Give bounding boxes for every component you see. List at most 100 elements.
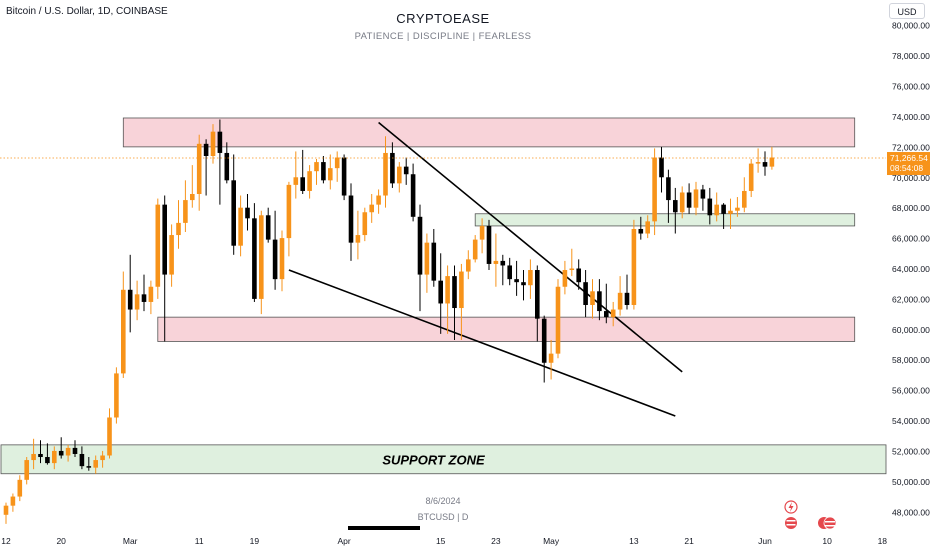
countdown-label: 08:54:08 [890,163,923,173]
candle [742,190,747,208]
y-tick-label: 74,000.00 [892,112,930,122]
last-price-label: 71,266.54 [890,153,928,163]
candle [604,311,609,318]
candle [321,162,326,181]
support-zone-2 [474,213,856,227]
us-flag-stripe-icon [825,521,835,523]
candle [24,460,29,480]
scroll-handle[interactable] [348,526,420,530]
y-tick-label: 68,000.00 [892,203,930,213]
us-flag-stripe-icon [786,520,796,522]
y-tick-label: 70,000.00 [892,173,930,183]
currency-button[interactable]: USD [889,3,925,19]
candle [362,212,368,236]
candle [65,447,71,456]
candle [79,453,85,467]
candle [652,157,657,222]
candle [748,163,754,191]
candle [390,152,395,184]
x-tick-label: 19 [250,536,260,546]
x-tick-label: 18 [878,536,888,546]
candle [383,152,388,196]
candle [300,177,305,191]
candle [141,294,147,302]
candle [100,455,105,461]
y-tick-label: 78,000.00 [892,51,930,61]
us-flag-stripe-icon [786,524,796,526]
x-tick-label: 23 [491,536,501,546]
candle [265,215,271,240]
support-zone-label: SUPPORT ZONE [382,452,485,467]
candle [762,162,768,167]
x-tick-label: 20 [56,536,66,546]
y-tick-label: 60,000.00 [892,325,930,335]
zones-layer: SUPPORT ZONE [0,117,887,475]
x-tick-label: 15 [436,536,446,546]
candle [521,282,526,286]
candle [583,282,588,305]
candle [107,417,112,456]
candle [576,268,581,283]
candle [252,218,257,299]
candle [555,286,561,354]
us-flag-stripe-icon [825,525,835,527]
candle [10,496,16,506]
candle [45,457,50,464]
trendlines-layer [288,121,683,417]
candle [203,143,209,156]
y-tick-label: 62,000.00 [892,294,930,304]
candle [210,131,216,156]
candle [328,168,333,181]
candle [562,270,568,287]
candle [121,289,126,374]
candle [127,289,133,310]
candle [369,204,374,213]
resistance-zone-1 [157,316,856,342]
candles-layer [3,119,775,524]
candle [528,270,533,286]
candle [431,242,437,281]
candle [424,242,430,275]
symbol-label: Bitcoin / U.S. Dollar, 1D, COINBASE [6,6,168,17]
candle [417,216,423,275]
x-tick-label: 12 [1,536,11,546]
candle [707,198,713,216]
candle [155,204,161,287]
candle [459,271,464,309]
y-tick-label: 58,000.00 [892,355,930,365]
candle [58,450,64,456]
x-tick-label: Jun [758,536,772,546]
candle [114,373,119,418]
support-zone-3 [0,444,887,475]
candle [245,207,250,219]
candle [355,235,361,243]
candle [314,162,319,172]
candle [410,174,416,217]
candle [479,225,485,240]
candle [514,279,519,283]
candle [162,204,167,275]
y-tick-label: 52,000.00 [892,446,930,456]
candle [541,318,547,363]
y-tick-label: 56,000.00 [892,386,930,396]
x-tick-label: 13 [629,536,639,546]
y-tick-label: 72,000.00 [892,142,930,152]
candle [272,239,278,280]
candle [134,294,140,310]
candle [666,177,671,201]
candle [293,177,299,185]
candle [679,192,685,213]
x-tick-label: Mar [123,536,138,546]
candle [93,460,98,468]
trendline-0 [378,121,683,373]
candle [493,260,499,264]
candle [169,235,174,275]
x-tick-label: 10 [822,536,832,546]
x-tick-label: 11 [195,536,204,546]
candle [183,200,188,223]
y-tick-label: 50,000.00 [892,477,930,487]
candle [397,166,402,184]
candle [72,447,78,454]
candle [341,157,347,196]
